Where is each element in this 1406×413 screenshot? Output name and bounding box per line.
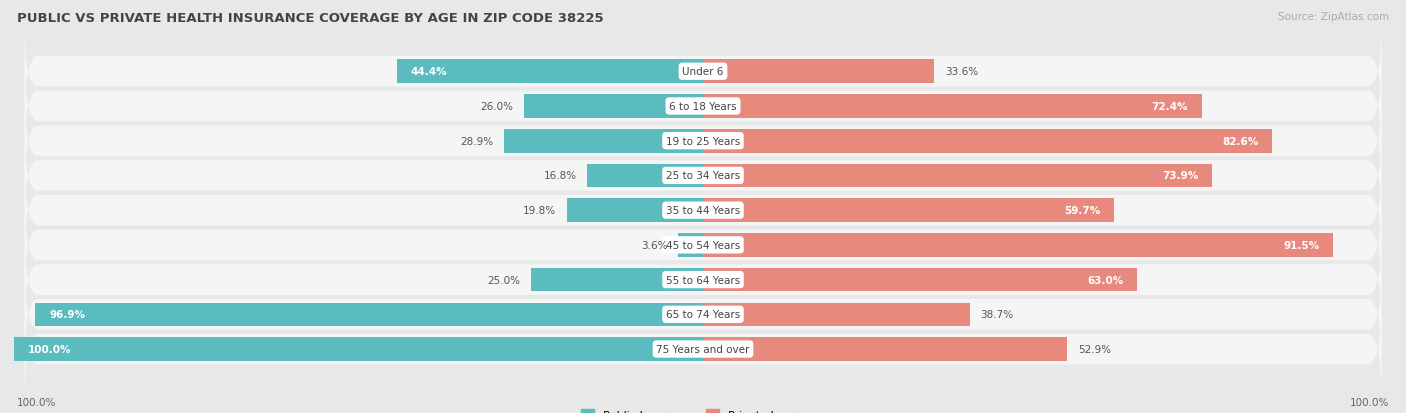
Bar bbox=[531, 268, 703, 292]
Bar bbox=[503, 130, 703, 153]
Text: 100.0%: 100.0% bbox=[28, 344, 72, 354]
Text: 19 to 25 Years: 19 to 25 Years bbox=[666, 136, 740, 146]
Text: 38.7%: 38.7% bbox=[980, 310, 1014, 320]
Bar bbox=[35, 303, 703, 326]
Bar bbox=[678, 233, 703, 257]
FancyBboxPatch shape bbox=[24, 122, 1382, 230]
Text: 25.0%: 25.0% bbox=[488, 275, 520, 285]
Bar bbox=[567, 199, 703, 223]
Bar bbox=[14, 337, 703, 361]
Text: 96.9%: 96.9% bbox=[49, 310, 86, 320]
Text: 26.0%: 26.0% bbox=[481, 102, 513, 112]
FancyBboxPatch shape bbox=[24, 226, 1382, 334]
Text: 52.9%: 52.9% bbox=[1078, 344, 1111, 354]
Text: 55 to 64 Years: 55 to 64 Years bbox=[666, 275, 740, 285]
Legend: Public Insurance, Private Insurance: Public Insurance, Private Insurance bbox=[576, 405, 830, 413]
Bar bbox=[703, 337, 1067, 361]
Bar bbox=[396, 60, 703, 84]
Bar bbox=[588, 164, 703, 188]
Text: Under 6: Under 6 bbox=[682, 67, 724, 77]
Text: 82.6%: 82.6% bbox=[1222, 136, 1258, 146]
FancyBboxPatch shape bbox=[24, 295, 1382, 403]
Text: 100.0%: 100.0% bbox=[17, 397, 56, 407]
Bar bbox=[703, 303, 970, 326]
Text: 19.8%: 19.8% bbox=[523, 206, 557, 216]
Bar bbox=[703, 199, 1115, 223]
Text: PUBLIC VS PRIVATE HEALTH INSURANCE COVERAGE BY AGE IN ZIP CODE 38225: PUBLIC VS PRIVATE HEALTH INSURANCE COVER… bbox=[17, 12, 603, 25]
FancyBboxPatch shape bbox=[24, 157, 1382, 265]
Text: 28.9%: 28.9% bbox=[460, 136, 494, 146]
Bar bbox=[703, 95, 1202, 119]
FancyBboxPatch shape bbox=[24, 261, 1382, 368]
Bar bbox=[703, 268, 1137, 292]
Text: 63.0%: 63.0% bbox=[1087, 275, 1123, 285]
Bar bbox=[703, 130, 1272, 153]
Bar bbox=[703, 233, 1333, 257]
Text: 33.6%: 33.6% bbox=[945, 67, 979, 77]
Text: 72.4%: 72.4% bbox=[1152, 102, 1188, 112]
Text: 75 Years and over: 75 Years and over bbox=[657, 344, 749, 354]
Text: Source: ZipAtlas.com: Source: ZipAtlas.com bbox=[1278, 12, 1389, 22]
Text: 3.6%: 3.6% bbox=[641, 240, 668, 250]
FancyBboxPatch shape bbox=[24, 53, 1382, 161]
Bar bbox=[703, 164, 1212, 188]
Text: 6 to 18 Years: 6 to 18 Years bbox=[669, 102, 737, 112]
Text: 91.5%: 91.5% bbox=[1284, 240, 1320, 250]
Text: 45 to 54 Years: 45 to 54 Years bbox=[666, 240, 740, 250]
Text: 65 to 74 Years: 65 to 74 Years bbox=[666, 310, 740, 320]
Bar bbox=[524, 95, 703, 119]
Text: 100.0%: 100.0% bbox=[1350, 397, 1389, 407]
Text: 35 to 44 Years: 35 to 44 Years bbox=[666, 206, 740, 216]
Text: 73.9%: 73.9% bbox=[1163, 171, 1198, 181]
FancyBboxPatch shape bbox=[24, 18, 1382, 126]
Text: 59.7%: 59.7% bbox=[1064, 206, 1101, 216]
Text: 25 to 34 Years: 25 to 34 Years bbox=[666, 171, 740, 181]
Bar bbox=[703, 60, 935, 84]
FancyBboxPatch shape bbox=[24, 191, 1382, 299]
Text: 44.4%: 44.4% bbox=[411, 67, 447, 77]
Text: 16.8%: 16.8% bbox=[544, 171, 576, 181]
FancyBboxPatch shape bbox=[24, 87, 1382, 195]
